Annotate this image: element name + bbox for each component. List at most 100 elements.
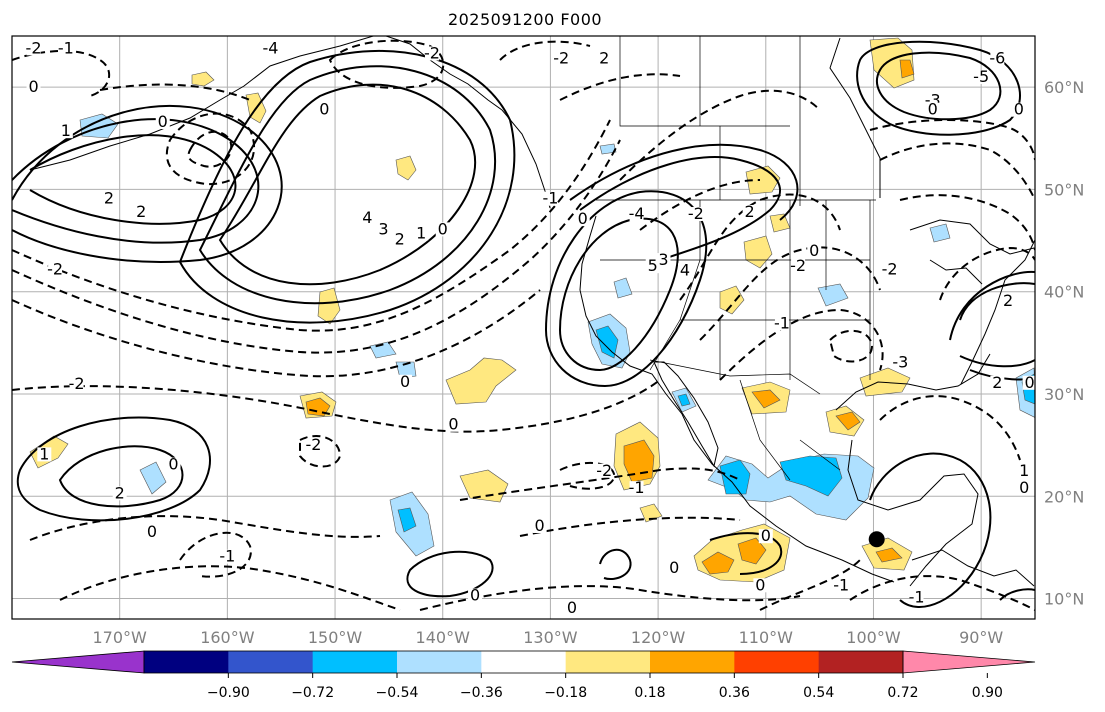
shade-yellow (191, 71, 215, 87)
colorbar-tick-label: 0.54 (803, 685, 834, 701)
shade-lightblue (599, 143, 617, 155)
contour-negative (559, 73, 681, 101)
shade-cyan (677, 393, 691, 407)
coastline-gulf (835, 353, 991, 411)
contour-negative (99, 83, 251, 101)
contour-label-bg (753, 578, 768, 593)
x-tick-label: 170°W (93, 628, 148, 647)
shade-yellow (317, 287, 341, 325)
contour-negative (619, 89, 821, 181)
contour-label: -1 (909, 588, 925, 607)
colorbar-tick-label: −0.90 (207, 685, 250, 701)
shade-orange (751, 389, 781, 409)
contour-label-bg (155, 114, 170, 129)
contour-label-bg (532, 518, 547, 533)
contour-negative (12, 379, 661, 433)
contour-label-bg (645, 259, 660, 274)
contour-label: 4 (680, 260, 690, 279)
contour-negative (879, 395, 1021, 461)
contour-positive (856, 40, 1021, 136)
colorbar-extend-low (11, 650, 145, 674)
contour-label-bg (376, 222, 391, 237)
contour-label-bg (629, 481, 644, 496)
y-tick-label: 10°N (1044, 590, 1084, 609)
gridlines (12, 36, 1035, 619)
coastline-westcoast (579, 215, 895, 583)
contour-negative (12, 139, 621, 354)
shade-cyan (595, 325, 619, 359)
contour-label-bg (688, 207, 703, 222)
contour-negative (12, 289, 541, 378)
contour-label-bg (112, 486, 127, 501)
y-tick-label: 60°N (1044, 78, 1084, 97)
contour-positive (949, 270, 1035, 381)
colorbar-frame (143, 650, 904, 674)
contour-label: 0 (1019, 478, 1029, 497)
contour-label-bg (629, 207, 644, 222)
contour-label-bg (742, 204, 757, 219)
contour-label-bg (398, 374, 413, 389)
colorbar-tick-label: −0.18 (544, 685, 587, 701)
borders-canada (619, 36, 801, 206)
contour-label-bg (446, 417, 461, 432)
contour-label-bg (263, 41, 278, 56)
coastline-eastcoast (960, 239, 1035, 385)
contour-negative (459, 467, 741, 501)
colorbar-extend-high (902, 650, 1036, 674)
contour-label: 2 (745, 202, 755, 221)
contour-label: -2 (306, 435, 322, 454)
colorbar-tick-label: −0.72 (291, 685, 334, 701)
contour-positive (579, 156, 781, 261)
contour-label: -1 (833, 575, 849, 594)
colorbar-tick-label: 0.36 (719, 685, 750, 701)
contour-label: 0 (1014, 100, 1024, 119)
contour-label-bg (392, 232, 407, 247)
colorbar-segment (481, 651, 567, 673)
contour-label: 5 (648, 256, 658, 275)
colorbar-tick-label: 0.18 (634, 685, 665, 701)
coastline-hudson (829, 37, 881, 198)
contour-label: -2 (688, 204, 704, 223)
contour-negative (59, 565, 401, 611)
contour-label-bg (306, 438, 321, 453)
contour-label: -1 (542, 189, 558, 208)
contour-label-bg (909, 590, 924, 605)
shade-orange (875, 547, 903, 563)
contour-label-bg (414, 226, 429, 241)
contour-label-bg (69, 376, 84, 391)
contour-positive (178, 50, 516, 324)
contour-label: 0 (470, 586, 480, 605)
x-tick-label: 100°W (846, 628, 901, 647)
contour-positive (58, 445, 184, 508)
contour-label: 0 (809, 241, 819, 260)
contour-label: -4 (262, 38, 278, 57)
contour-positive (876, 51, 1002, 121)
colorbar-segment (144, 651, 229, 673)
contours-dashed (12, 39, 1035, 611)
y-tick-label: 20°N (1044, 487, 1084, 506)
coastline-greatlakes (909, 219, 1035, 285)
contour-negative (559, 461, 616, 490)
contour-negative (179, 531, 252, 578)
shaded-anomalies (29, 37, 1035, 583)
contour-label: 3 (658, 250, 668, 269)
contour-positive (12, 118, 260, 244)
contour-negative (879, 142, 1035, 201)
contour-label-bg (667, 560, 682, 575)
contour-label: 3 (378, 219, 388, 238)
shade-lightblue (139, 461, 167, 495)
contour-label: 4 (362, 208, 372, 227)
contour-label-bg (435, 222, 450, 237)
colorbar-tick-label: −0.54 (376, 685, 419, 701)
x-tick-label: 90°W (959, 628, 1003, 647)
contour-label: 0 (400, 372, 410, 391)
contour-positive (218, 83, 476, 286)
contour-negative (639, 179, 761, 231)
contour-positive (709, 532, 783, 575)
contour-label-bg (807, 243, 822, 258)
contour-label: 0 (147, 522, 157, 541)
shade-orange (899, 59, 915, 79)
contour-label: 2 (104, 189, 114, 208)
contour-label-bg (543, 191, 558, 206)
